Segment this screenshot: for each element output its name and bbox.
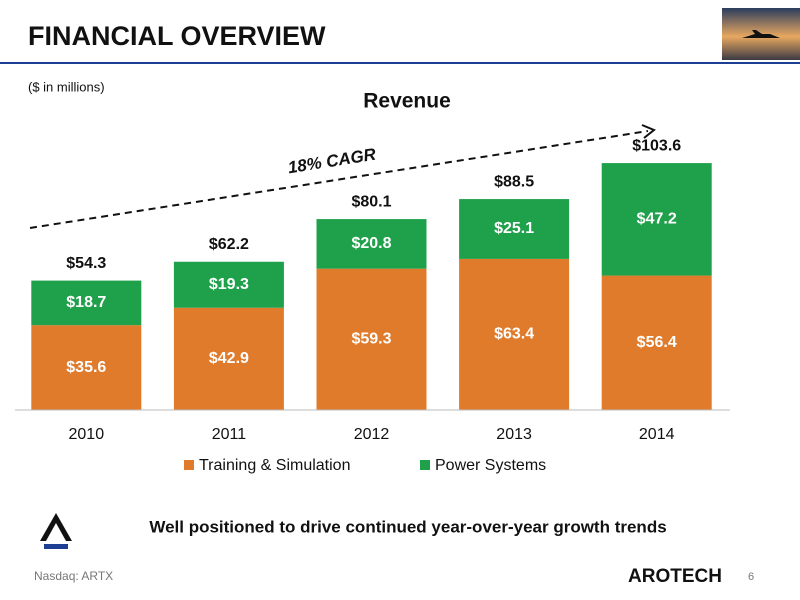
ticker: Nasdaq: ARTX (34, 569, 113, 583)
bar-segment (31, 280, 142, 326)
slide-title: FINANCIAL OVERVIEW (28, 21, 326, 51)
cagr-label: 18% CAGR (286, 145, 377, 178)
cagr-arrow (29, 124, 656, 229)
bar-segment (31, 325, 142, 410)
value-label: $42.9 (209, 350, 249, 367)
bar-segment (459, 199, 570, 259)
bar-segment (316, 219, 427, 269)
bar-segment (459, 258, 570, 410)
total-label: $62.2 (209, 236, 249, 253)
bar-segment (601, 163, 712, 276)
total-label: $88.5 (494, 173, 534, 190)
x-tick-label: 2010 (69, 426, 105, 443)
bar-segment (316, 268, 427, 410)
header-photo (722, 8, 800, 60)
x-tick-label: 2013 (496, 426, 532, 443)
tagline: Well positioned to drive continued year-… (149, 517, 666, 536)
chart-title: Revenue (363, 90, 451, 113)
value-label: $25.1 (494, 220, 534, 237)
legend-label: Power Systems (435, 457, 546, 474)
units-note: ($ in millions) (28, 79, 105, 94)
total-label: $54.3 (66, 255, 106, 272)
value-label: $19.3 (209, 276, 249, 293)
footer-icon (40, 513, 72, 549)
logo: AROTECH (628, 566, 722, 587)
value-label: $63.4 (494, 326, 534, 343)
legend-swatch (420, 460, 430, 470)
bar-segment (601, 275, 712, 410)
total-label: $80.1 (351, 193, 391, 210)
value-label: $18.7 (66, 294, 106, 311)
legend-label: Training & Simulation (199, 457, 350, 474)
total-label: $103.6 (632, 137, 681, 154)
x-tick-label: 2011 (212, 426, 247, 443)
bar-segment (173, 261, 284, 308)
x-tick-label: 2012 (354, 426, 390, 443)
value-label: $20.8 (351, 235, 391, 252)
value-label: $47.2 (637, 211, 677, 228)
page-number: 6 (748, 571, 754, 583)
bar-segment (173, 307, 284, 410)
legend-swatch (184, 460, 194, 470)
value-label: $35.6 (66, 359, 106, 376)
plot: $35.6 $18.7 $54.3 2010 $42.9 $19.3 $62.2 2011 $5… (15, 137, 730, 474)
x-tick-label: 2014 (639, 426, 675, 443)
value-label: $59.3 (351, 331, 391, 348)
value-label: $56.4 (637, 334, 677, 351)
